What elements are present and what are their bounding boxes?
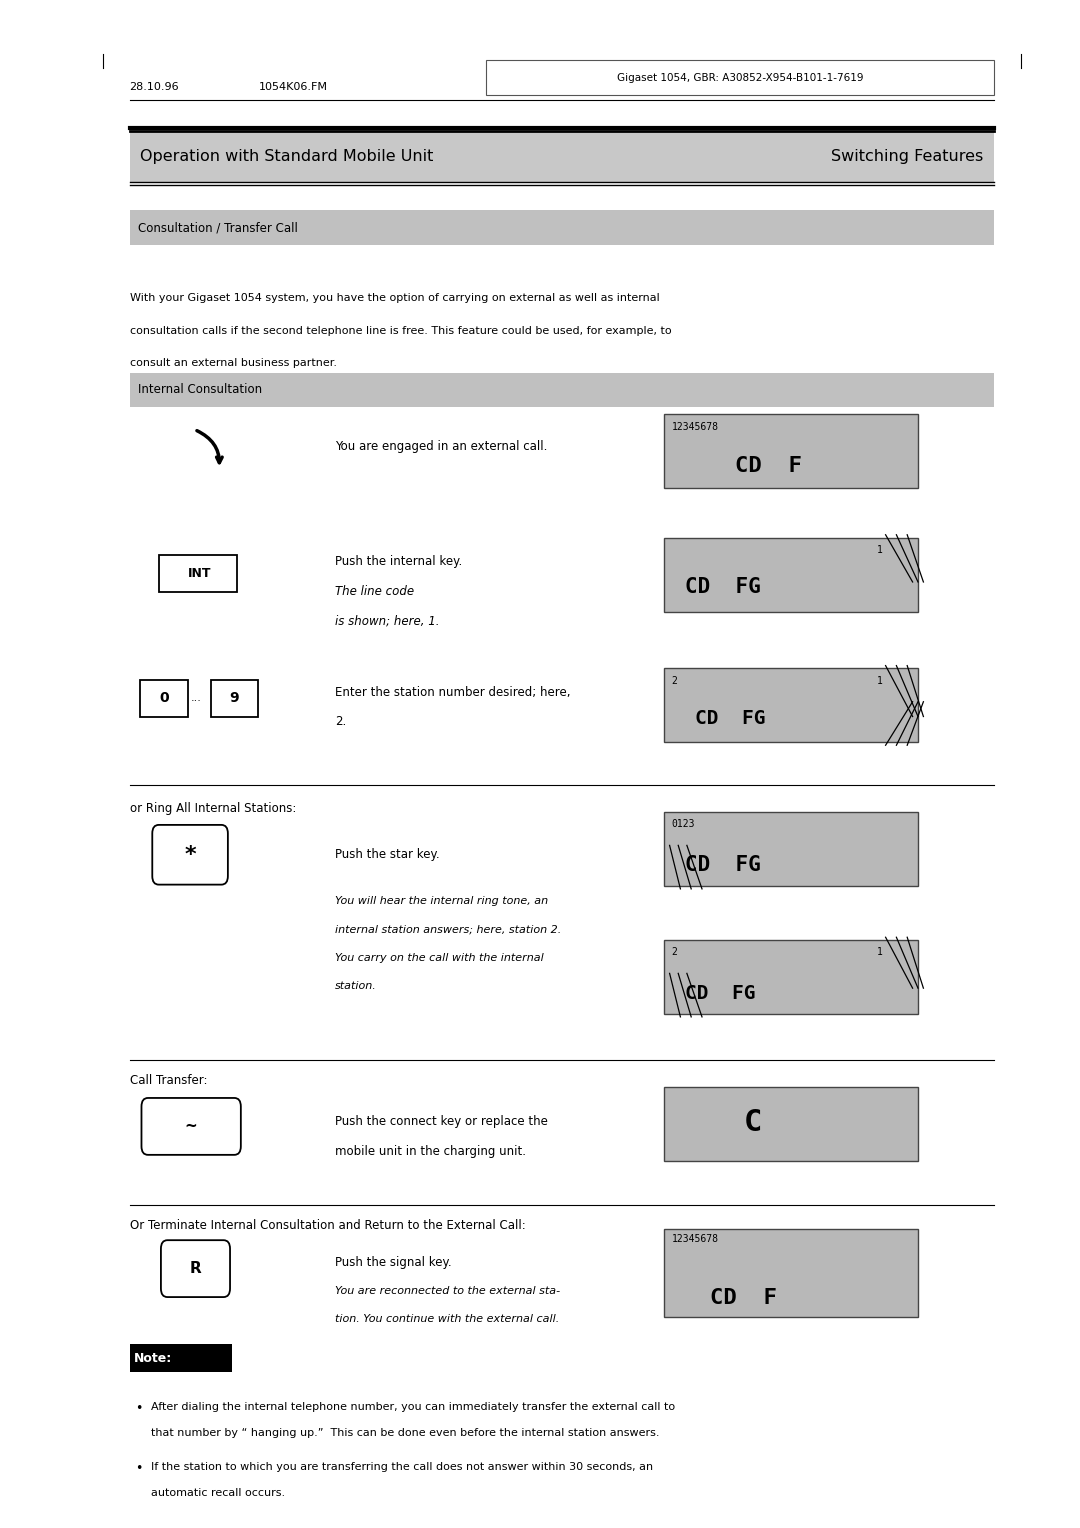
Bar (664, 940, 918, 1015)
FancyBboxPatch shape (141, 1099, 241, 1155)
Text: Push the signal key.: Push the signal key. (335, 1256, 451, 1268)
Text: CD  FG: CD FG (685, 578, 760, 597)
Text: Call Transfer:: Call Transfer: (130, 1074, 207, 1086)
Text: With your Gigaset 1054 system, you have the option of carrying on external as we: With your Gigaset 1054 system, you have … (130, 293, 660, 303)
Text: INT: INT (188, 567, 212, 579)
Text: automatic recall occurs.: automatic recall occurs. (151, 1488, 285, 1497)
Text: 0123: 0123 (672, 819, 696, 830)
Text: tion. You continue with the external call.: tion. You continue with the external cal… (335, 1314, 559, 1325)
Text: 1054K06.FM: 1054K06.FM (259, 83, 328, 93)
Text: 2.: 2. (335, 715, 346, 729)
Text: R: R (190, 1261, 201, 1276)
Text: ...: ... (191, 694, 202, 703)
Text: CD  F: CD F (710, 1288, 777, 1308)
Text: 0: 0 (160, 691, 168, 706)
Text: •: • (135, 1403, 143, 1415)
Text: C: C (744, 1108, 762, 1137)
Text: mobile unit in the charging unit.: mobile unit in the charging unit. (335, 1144, 526, 1158)
Text: If the station to which you are transferring the call does not answer within 30 : If the station to which you are transfer… (151, 1462, 653, 1471)
Bar (664, 811, 918, 886)
Text: You are reconnected to the external sta-: You are reconnected to the external sta- (335, 1285, 559, 1296)
Text: Push the internal key.: Push the internal key. (335, 555, 462, 568)
Text: Push the star key.: Push the star key. (335, 848, 440, 860)
Text: 2: 2 (672, 675, 677, 686)
Text: 28.10.96: 28.10.96 (130, 83, 179, 93)
Text: *: * (185, 845, 195, 865)
Text: CD  FG: CD FG (685, 984, 755, 1002)
Text: 9: 9 (230, 691, 239, 706)
Bar (664, 538, 918, 611)
Text: 2: 2 (672, 947, 677, 957)
Text: Or Terminate Internal Consultation and Return to the External Call:: Or Terminate Internal Consultation and R… (130, 1219, 525, 1232)
Text: consultation calls if the second telephone line is free. This feature could be u: consultation calls if the second telepho… (130, 325, 672, 336)
Bar (664, 414, 918, 487)
Text: CD  FG: CD FG (694, 709, 765, 729)
Text: You are engaged in an external call.: You are engaged in an external call. (335, 440, 548, 454)
Text: Internal Consultation: Internal Consultation (138, 384, 262, 396)
Bar (664, 1086, 918, 1161)
Bar (664, 668, 918, 743)
Text: The line code: The line code (335, 585, 414, 597)
Bar (211, 680, 258, 717)
FancyBboxPatch shape (161, 1241, 230, 1297)
Text: You will hear the internal ring tone, an: You will hear the internal ring tone, an (335, 895, 548, 906)
Bar (130, 373, 994, 406)
Bar (486, 60, 994, 95)
Text: is shown; here, 1.: is shown; here, 1. (335, 614, 440, 628)
Text: 1: 1 (877, 675, 882, 686)
Bar (140, 680, 188, 717)
Text: consult an external business partner.: consult an external business partner. (130, 359, 337, 368)
Text: Note:: Note: (134, 1352, 172, 1365)
Text: •: • (135, 1462, 143, 1475)
Text: Consultation / Transfer Call: Consultation / Transfer Call (138, 222, 298, 234)
Text: CD  F: CD F (735, 457, 802, 477)
Text: After dialing the internal telephone number, you can immediately transfer the ex: After dialing the internal telephone num… (151, 1403, 675, 1412)
Text: 1: 1 (877, 544, 882, 555)
Text: or Ring All Internal Stations:: or Ring All Internal Stations: (130, 802, 296, 814)
Bar (130, 211, 994, 244)
Text: Push the connect key or replace the: Push the connect key or replace the (335, 1115, 548, 1128)
Text: ~: ~ (185, 1118, 198, 1134)
FancyBboxPatch shape (152, 825, 228, 885)
Text: You carry on the call with the internal: You carry on the call with the internal (335, 953, 543, 963)
Bar (130, 131, 994, 182)
Bar (664, 1229, 918, 1317)
Text: CD  FG: CD FG (685, 854, 760, 874)
Text: Gigaset 1054, GBR: A30852-X954-B101-1-7619: Gigaset 1054, GBR: A30852-X954-B101-1-76… (617, 72, 863, 83)
Text: Enter the station number desired; here,: Enter the station number desired; here, (335, 686, 570, 698)
Text: 1: 1 (877, 947, 882, 957)
Text: internal station answers; here, station 2.: internal station answers; here, station … (335, 924, 561, 935)
Text: 12345678: 12345678 (672, 1235, 719, 1244)
Text: Operation with Standard Mobile Unit: Operation with Standard Mobile Unit (140, 148, 434, 163)
Text: 12345678: 12345678 (672, 422, 719, 432)
Bar (159, 555, 237, 591)
Text: station.: station. (335, 981, 377, 992)
Bar (130, 1345, 232, 1372)
Text: Switching Features: Switching Features (831, 148, 983, 163)
Text: that number by “ hanging up.”  This can be done even before the internal station: that number by “ hanging up.” This can b… (151, 1429, 660, 1438)
